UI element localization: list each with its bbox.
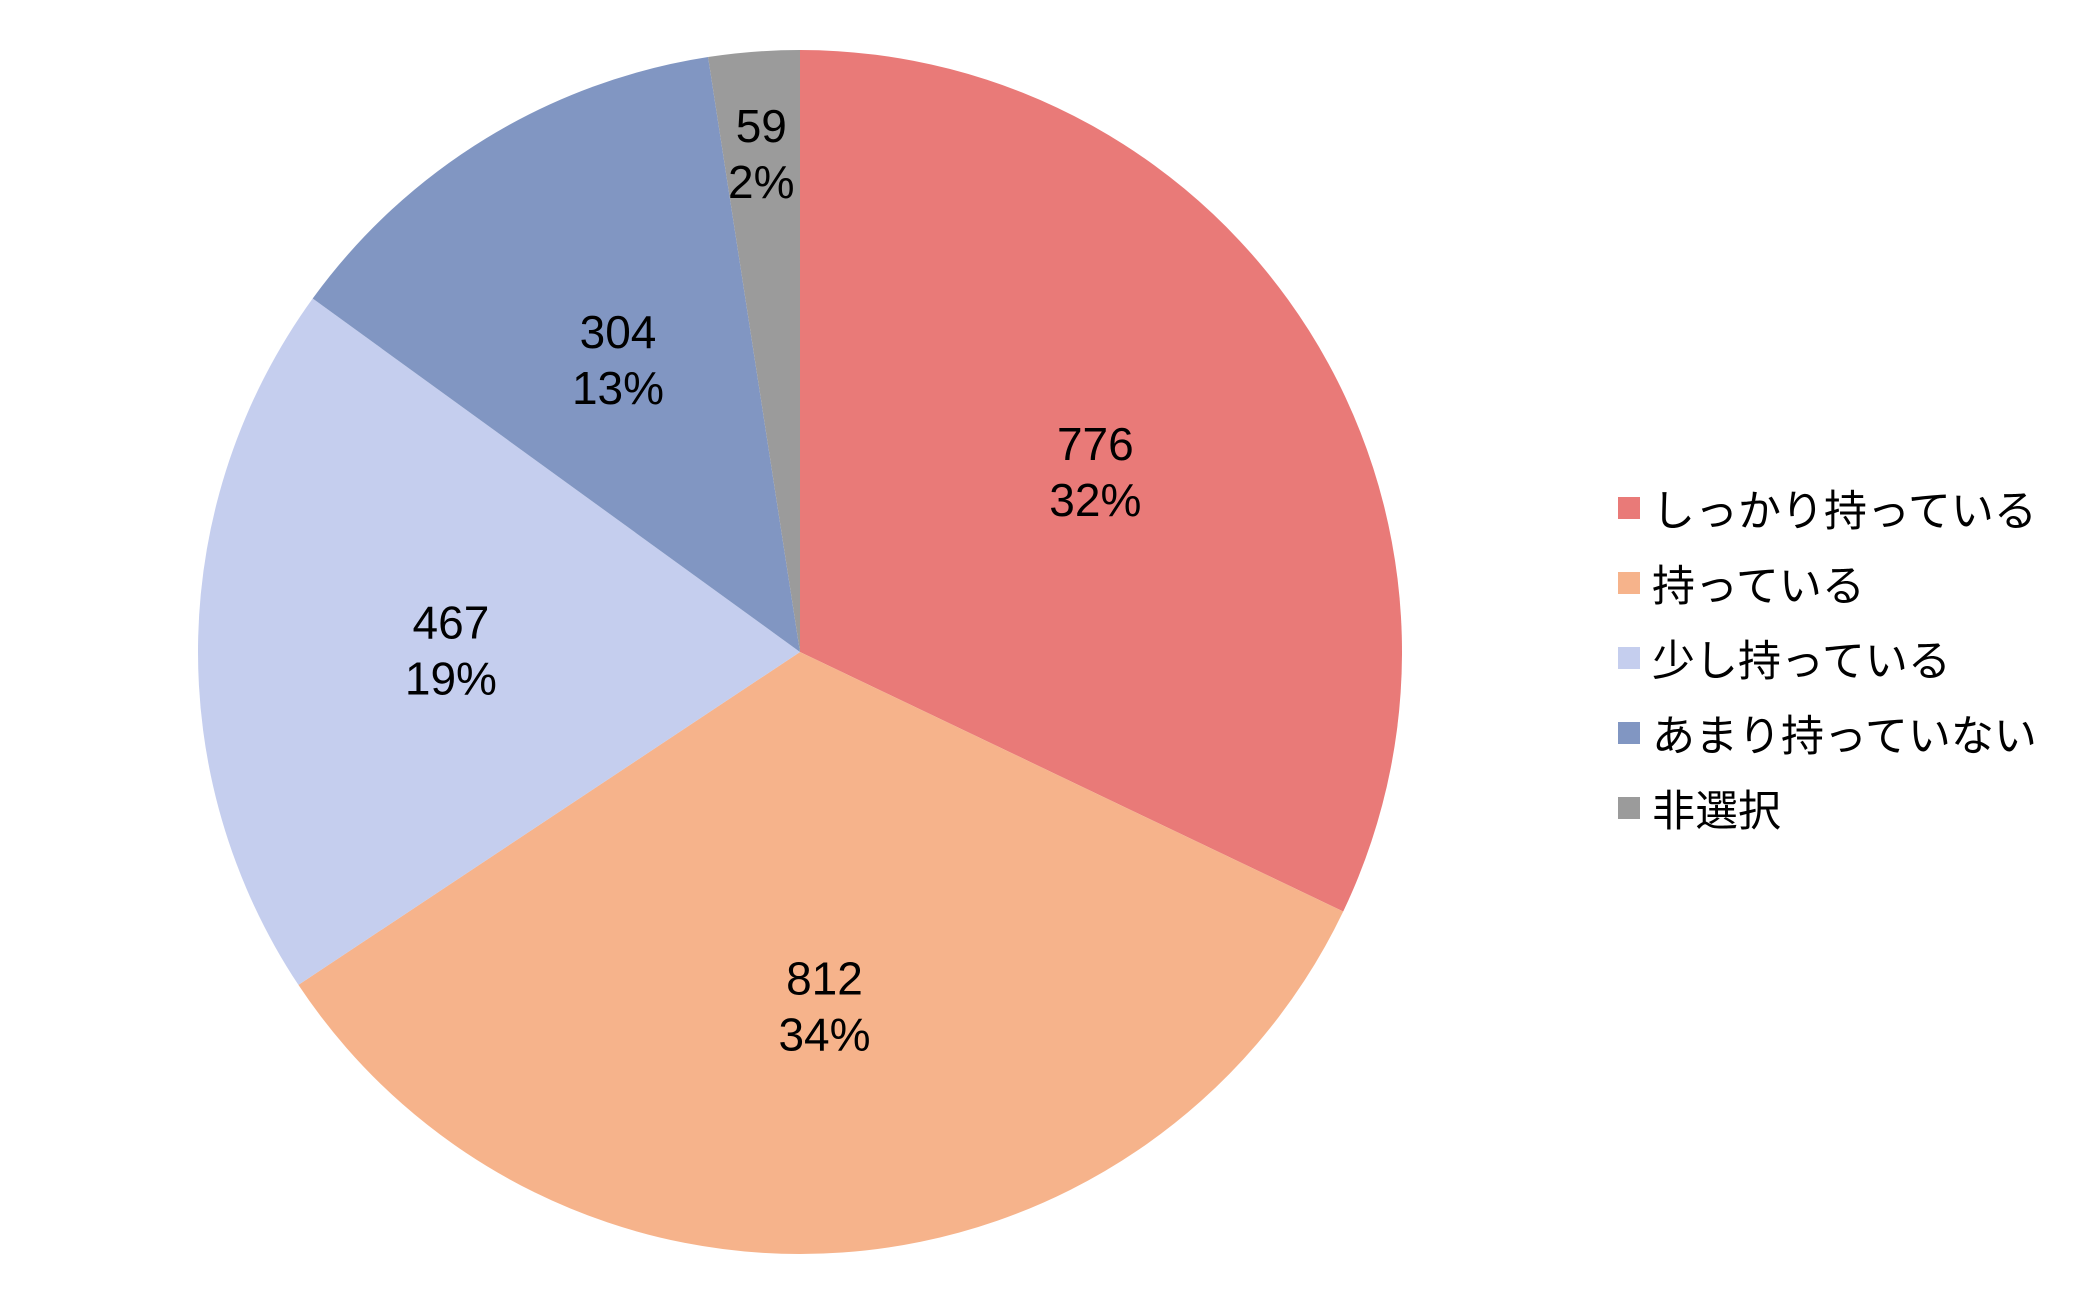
- legend-item-4: 非選択: [1618, 770, 2037, 845]
- legend-swatch-1: [1618, 571, 1640, 594]
- legend-swatch-2: [1618, 646, 1640, 669]
- slice-percent-label-0: 32%: [1049, 474, 1141, 526]
- legend-label-4: 非選択: [1652, 786, 1781, 837]
- pie-slice-2: [198, 298, 800, 985]
- legend-swatch-0: [1618, 496, 1640, 519]
- legend: しっかり持っている 持っている少し持っているあまり持っていない 非選択: [1618, 470, 2037, 845]
- slice-value-label-3: 304: [580, 306, 657, 358]
- legend-label-3: あまり持っていない: [1652, 711, 2037, 762]
- pie-slice-1: [298, 652, 1344, 1254]
- legend-item-2: 少し持っている: [1618, 620, 2037, 695]
- legend-item-3: あまり持っていない: [1618, 695, 2037, 770]
- slice-percent-label-4: 2%: [728, 156, 794, 208]
- legend-swatch-4: [1618, 796, 1640, 819]
- legend-label-2: 少し持っている: [1652, 636, 1951, 687]
- pie-slice-0: [800, 50, 1402, 912]
- slice-value-label-1: 812: [786, 952, 863, 1004]
- slice-value-label-2: 467: [413, 597, 490, 649]
- legend-swatch-3: [1618, 721, 1640, 744]
- slice-value-label-4: 59: [736, 100, 787, 152]
- slice-value-label-0: 776: [1057, 418, 1134, 470]
- pie-slices: [198, 50, 1402, 1254]
- pie-slice-3: [312, 57, 800, 652]
- legend-label-1: 持っている: [1652, 561, 1865, 612]
- legend-label-0: しっかり持っている: [1652, 486, 2037, 537]
- pie-slice-4: [708, 50, 800, 652]
- slice-percent-label-2: 19%: [405, 653, 497, 705]
- slice-percent-label-3: 13%: [572, 362, 664, 414]
- legend-item-0: しっかり持っている: [1618, 470, 2037, 545]
- legend-item-1: 持っている: [1618, 545, 2037, 620]
- slice-percent-label-1: 34%: [778, 1008, 870, 1060]
